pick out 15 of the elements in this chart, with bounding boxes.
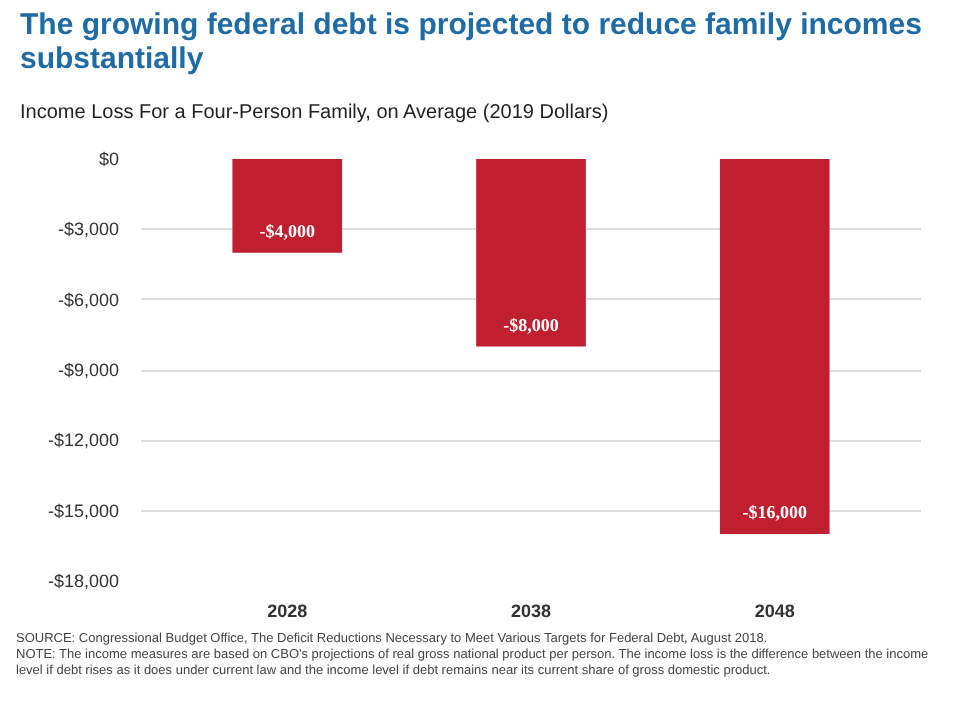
y-tick-label: -$12,000 bbox=[47, 430, 119, 451]
x-tick-label: 2038 bbox=[510, 601, 552, 621]
data-label: -$4,000 bbox=[259, 220, 316, 241]
chart-title: The growing federal debt is projected to reduce family incomes substantially bbox=[20, 8, 924, 76]
data-label: -$16,000 bbox=[742, 502, 808, 523]
y-tick-label: $0 bbox=[98, 149, 120, 169]
y-tick-label: -$9,000 bbox=[57, 360, 120, 380]
y-tick-label: -$18,000 bbox=[47, 571, 119, 591]
chart-subtitle: Income Loss For a Four-Person Family, on Average (2019 Dollars) bbox=[20, 100, 609, 128]
y-tick-label: -$6,000 bbox=[57, 289, 120, 310]
y-tick-label: -$3,000 bbox=[57, 219, 120, 240]
y-tick-label: -$15,000 bbox=[47, 500, 119, 521]
x-tick-label: 2028 bbox=[267, 601, 308, 621]
data-label: -$8,000 bbox=[503, 314, 560, 335]
x-tick-label: 2048 bbox=[754, 601, 795, 621]
